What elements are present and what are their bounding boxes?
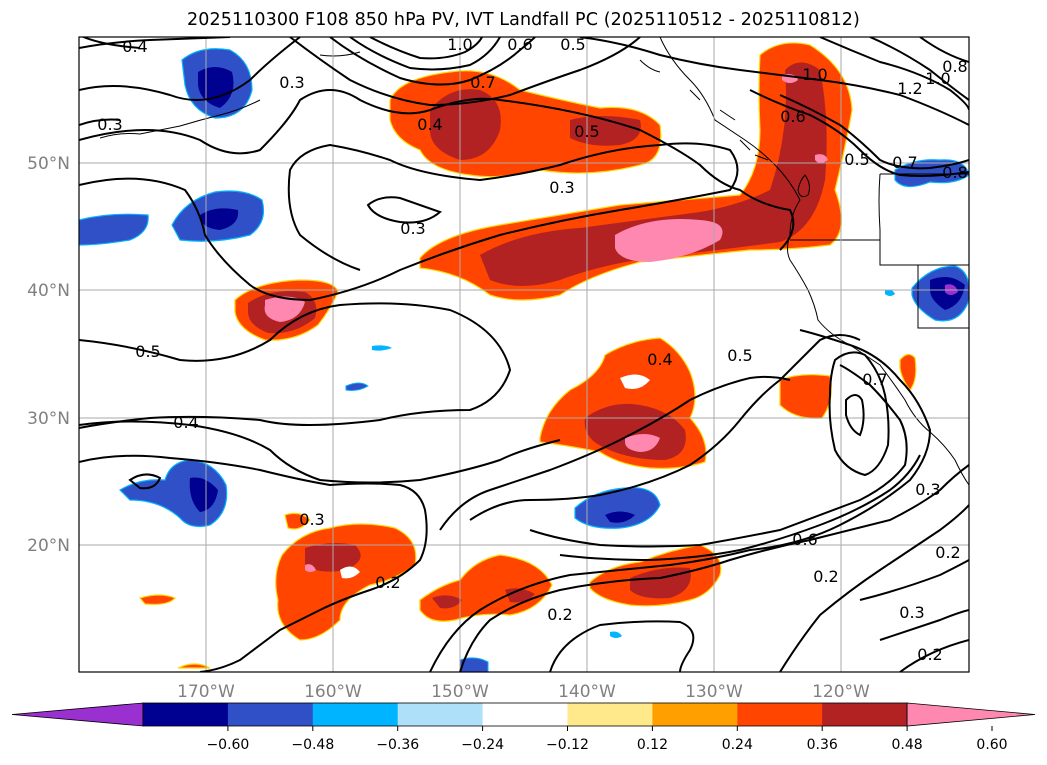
contour-label: 0.6: [507, 35, 532, 54]
contour-label: 1.0: [447, 35, 472, 54]
colorbar-segment: [143, 703, 229, 726]
colorbar-segment: [822, 703, 908, 726]
colorbar-ticks: −0.60 −0.48 −0.36 −0.24 −0.12 0.12 0.24 0.36 0.4…: [206, 726, 1008, 753]
contour-label: 0.7: [862, 370, 887, 389]
negative-pv-shading: [79, 48, 969, 672]
contour-labels: 0.4 0.3 0.3 0.3 0.5 0.4 0.4 0.7 0.5 0.5 …: [97, 35, 967, 664]
contour-label: 0.2: [813, 567, 838, 586]
contour-label: 0.4: [417, 115, 442, 134]
colorbar-segment: [227, 703, 314, 726]
colorbar: [11, 702, 1036, 727]
latitude-label: 20°N: [27, 536, 70, 556]
colorbar-tick-label: −0.60: [206, 737, 249, 753]
colorbar-extension-high: [906, 702, 1036, 727]
contour-label: 0.5: [135, 342, 160, 361]
contour-label: 1.0: [925, 69, 950, 88]
colorbar-tick-label: 0.12: [637, 737, 668, 753]
contour-label: 0.2: [935, 543, 960, 562]
contour-label: 1.2: [897, 79, 922, 98]
colorbar-outline: [142, 702, 908, 727]
longitude-label: 160°W: [304, 682, 362, 702]
contour-label: 0.3: [549, 178, 574, 197]
positive-pv-shading: [138, 42, 917, 669]
contour-label: 0.4: [647, 350, 672, 369]
colorbar-tick-label: −0.48: [291, 737, 334, 753]
contour-label: 0.7: [892, 153, 917, 172]
filled-pv-anomalies: [79, 42, 969, 672]
contour-label: 0.2: [375, 573, 400, 592]
contour-label: 0.3: [279, 73, 304, 92]
colorbar-tick-label: −0.36: [376, 737, 419, 753]
contour-label: 0.3: [915, 480, 940, 499]
colorbar-tick-label: 0.24: [722, 737, 753, 753]
contour-label: 0.2: [547, 605, 572, 624]
colorbar-segment: [312, 703, 399, 726]
colorbar-segment: [652, 703, 738, 726]
contour-label: 0.6: [780, 107, 805, 126]
contour-label: 0.5: [560, 35, 585, 54]
longitude-label: 140°W: [558, 682, 616, 702]
longitude-label: 120°W: [812, 682, 870, 702]
colorbar-tick-label: 0.36: [807, 737, 838, 753]
colorbar-tick-label: 0.48: [892, 737, 923, 753]
map-title: 2025110300 F108 850 hPa PV, IVT Landfall…: [187, 10, 860, 30]
latitude-label: 40°N: [27, 281, 70, 301]
colorbar-tick-label: 0.60: [976, 737, 1007, 753]
contour-label: 0.8: [942, 163, 967, 182]
latitude-label: 30°N: [27, 409, 70, 429]
contour-label: 0.4: [122, 37, 147, 56]
contour-label: 0.6: [792, 530, 817, 549]
contour-label: 0.7: [470, 73, 495, 92]
contour-label: 0.3: [97, 115, 122, 134]
latitude-label: 50°N: [27, 154, 70, 174]
longitude-label: 170°W: [177, 682, 235, 702]
colorbar-segment: [567, 703, 653, 726]
contour-label: 0.4: [173, 413, 198, 432]
colorbar-tick-label: −0.12: [546, 737, 589, 753]
colorbar-segment: [397, 703, 484, 726]
colorbar-tick-label: −0.24: [461, 737, 504, 753]
contour-label: 0.3: [899, 603, 924, 622]
longitude-labels: 170°W 160°W 150°W 140°W 130°W 120°W: [177, 682, 870, 702]
colorbar-segment: [737, 703, 823, 726]
contour-label: 0.8: [942, 57, 967, 76]
contour-label: 0.5: [844, 150, 869, 169]
ivt-contours: [79, 37, 969, 672]
contour-label: 0.5: [574, 122, 599, 141]
map-frame: [78, 36, 970, 673]
colorbar-extension-low: [11, 702, 144, 727]
latitude-labels: 50°N 40°N 30°N 20°N: [27, 154, 70, 556]
contour-label: 0.3: [400, 219, 425, 238]
longitude-label: 150°W: [431, 682, 489, 702]
contour-label: 0.5: [727, 346, 752, 365]
longitude-label: 130°W: [685, 682, 743, 702]
contour-label: 1.0: [802, 65, 827, 84]
colorbar-segment: [482, 703, 568, 726]
contour-label: 0.2: [917, 645, 942, 664]
contour-label: 0.3: [299, 510, 324, 529]
